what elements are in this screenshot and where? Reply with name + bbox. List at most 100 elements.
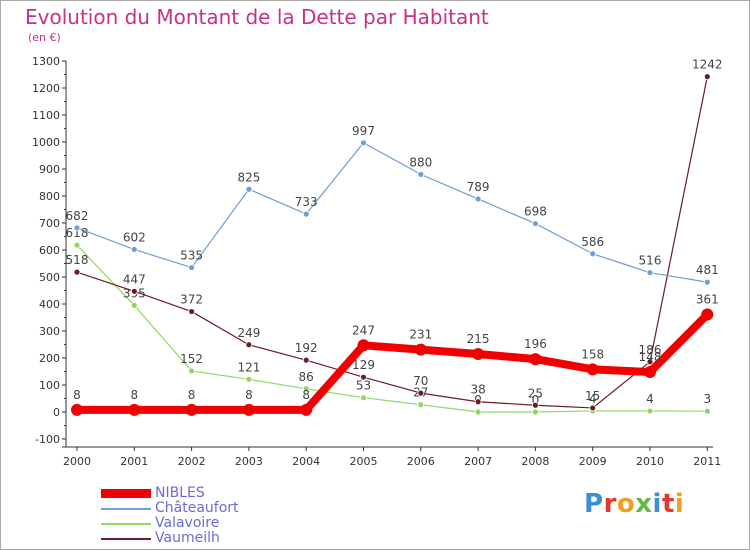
data-label-chateaufort: 880 xyxy=(409,155,432,169)
data-label-nibles: 8 xyxy=(302,388,310,402)
y-tick-label: 1200 xyxy=(32,82,60,95)
data-label-nibles: 196 xyxy=(524,337,547,351)
data-label-chateaufort: 481 xyxy=(696,263,719,277)
data-label-nibles: 148 xyxy=(639,350,662,364)
data-point-nibles xyxy=(128,403,141,416)
legend-swatch xyxy=(101,489,151,498)
data-point-vaumeilh xyxy=(532,401,539,409)
y-tick-label: 1100 xyxy=(32,109,60,122)
data-point-nibles xyxy=(357,339,370,352)
data-point-nibles xyxy=(300,403,313,416)
data-point-chateaufort xyxy=(73,224,81,232)
data-label-nibles: 361 xyxy=(696,293,719,307)
data-label-vaumeilh: 15 xyxy=(585,389,600,403)
data-label-nibles: 8 xyxy=(73,388,81,402)
data-point-chateaufort xyxy=(532,220,539,227)
data-point-vaumeilh xyxy=(360,373,367,381)
data-label-nibles: 8 xyxy=(245,388,253,402)
x-tick-label: 2003 xyxy=(235,455,263,468)
data-point-nibles xyxy=(472,347,485,360)
logo-letter: r xyxy=(603,489,617,519)
data-point-nibles xyxy=(185,403,198,416)
series-line-valavoire xyxy=(76,244,708,413)
x-tick-label: 2010 xyxy=(636,455,664,468)
chart-title: Evolution du Montant de la Dette par Hab… xyxy=(25,5,489,29)
data-point-vaumeilh xyxy=(245,341,253,349)
legend-label: Châteaufort xyxy=(155,500,239,516)
logo-letter: i xyxy=(652,489,662,519)
data-point-chateaufort xyxy=(245,185,253,193)
data-label-chateaufort: 516 xyxy=(639,254,662,268)
y-tick-label: 200 xyxy=(39,352,60,365)
data-label-nibles: 8 xyxy=(188,388,196,402)
data-label-valavoire: 121 xyxy=(237,360,260,374)
data-label-vaumeilh: 38 xyxy=(470,383,485,397)
data-point-vaumeilh xyxy=(188,308,196,315)
data-point-valavoire xyxy=(532,408,539,416)
y-tick-label: 600 xyxy=(39,244,60,257)
data-label-vaumeilh: 447 xyxy=(123,272,146,286)
legend-item: Valavoire xyxy=(101,516,219,530)
series-line-nibles xyxy=(77,311,711,414)
logo-letter: o xyxy=(616,489,636,519)
data-point-nibles xyxy=(701,308,714,321)
x-tick-label: 2008 xyxy=(521,455,549,468)
y-tick-label: 1300 xyxy=(32,55,60,68)
data-point-chateaufort xyxy=(188,264,196,271)
data-point-nibles xyxy=(242,403,255,416)
data-point-vaumeilh xyxy=(302,356,310,364)
legend-swatch xyxy=(101,507,151,510)
data-label-chateaufort: 698 xyxy=(524,205,547,219)
data-point-valavoire xyxy=(130,301,138,309)
data-label-valavoire: 3 xyxy=(703,392,711,406)
data-label-nibles: 215 xyxy=(467,332,490,346)
data-point-chateaufort xyxy=(130,246,138,253)
data-label-chateaufort: 789 xyxy=(467,180,490,194)
data-point-chateaufort xyxy=(589,250,597,258)
legend-label: Vaumeilh xyxy=(155,530,220,546)
data-label-valavoire: 152 xyxy=(180,352,203,366)
x-tick-label: 2002 xyxy=(178,455,206,468)
legend-label: NIBLES xyxy=(155,485,205,501)
y-tick-label: 900 xyxy=(39,163,60,176)
data-point-valavoire xyxy=(360,394,367,402)
data-point-valavoire xyxy=(73,241,81,249)
series-line-vaumeilh xyxy=(76,76,708,409)
data-point-valavoire xyxy=(646,407,654,415)
data-label-nibles: 8 xyxy=(130,388,138,402)
data-label-vaumeilh: 129 xyxy=(352,358,375,372)
data-label-chateaufort: 602 xyxy=(123,230,146,244)
logo-letter: t xyxy=(661,489,675,519)
y-tick-label: 100 xyxy=(39,379,60,392)
data-label-valavoire: 4 xyxy=(646,392,654,406)
data-point-valavoire xyxy=(188,367,196,375)
y-tick-label: 800 xyxy=(39,190,60,203)
data-label-chateaufort: 682 xyxy=(66,209,89,223)
proxiti-logo: Proxiti xyxy=(584,489,684,519)
y-tick-label: 700 xyxy=(39,217,60,230)
y-tick-label: 0 xyxy=(53,406,60,419)
data-label-nibles: 158 xyxy=(581,347,604,361)
legend-item: Châteaufort xyxy=(101,500,239,516)
data-label-chateaufort: 535 xyxy=(180,249,203,263)
x-tick-label: 2009 xyxy=(579,455,607,468)
logo-letter: P xyxy=(584,489,604,519)
data-point-chateaufort xyxy=(703,278,711,286)
data-point-chateaufort xyxy=(417,170,425,178)
data-label-vaumeilh: 518 xyxy=(66,253,89,267)
data-label-vaumeilh: 372 xyxy=(180,293,203,307)
data-label-vaumeilh: 70 xyxy=(413,374,428,388)
data-label-valavoire: 0 xyxy=(532,393,540,407)
y-tick-label: 400 xyxy=(39,298,60,311)
y-tick-label: 300 xyxy=(39,325,60,338)
data-label-vaumeilh: 249 xyxy=(237,326,260,340)
data-label-vaumeilh: 1242 xyxy=(692,58,723,72)
x-tick-label: 2011 xyxy=(693,455,721,468)
data-point-valavoire xyxy=(302,385,310,393)
legend-swatch xyxy=(101,522,151,525)
data-point-vaumeilh xyxy=(130,287,138,295)
data-label-valavoire: 4 xyxy=(589,392,597,406)
chart-subtitle: (en €) xyxy=(28,31,61,44)
data-point-valavoire xyxy=(474,408,482,416)
data-point-nibles xyxy=(414,343,427,356)
